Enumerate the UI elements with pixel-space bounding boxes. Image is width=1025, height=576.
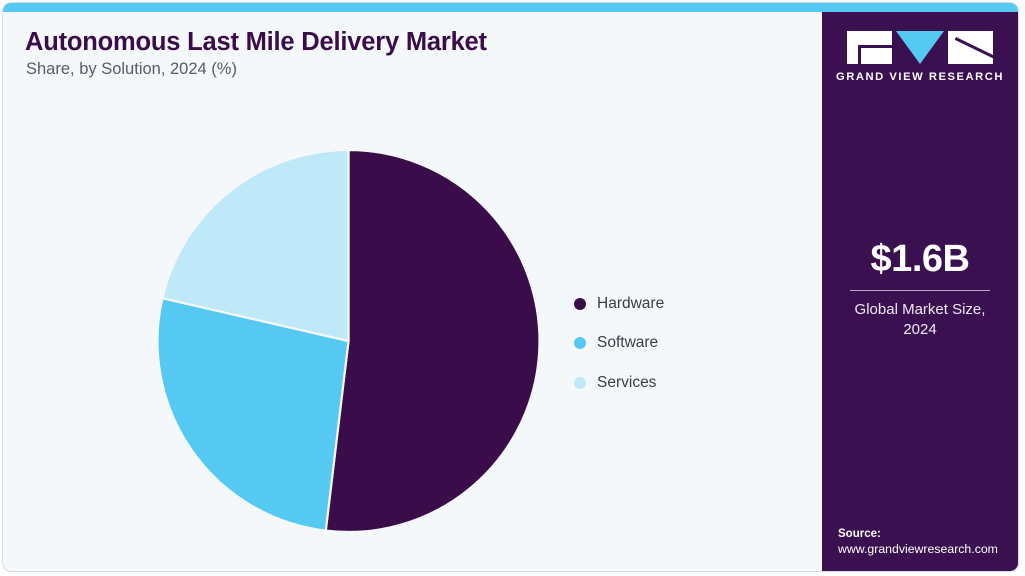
legend-swatch-services [574,376,586,389]
brand-logo: GRAND VIEW RESEARCH [822,31,1018,83]
source-label: Source: [838,528,881,540]
legend-swatch-hardware [574,297,586,310]
legend-label-software: Software [597,334,659,352]
pie-slice-software[interactable] [156,296,350,532]
pie-slice-hardware[interactable] [324,148,541,534]
legend-swatch-software [574,337,586,350]
source-url[interactable]: www.grandviewresearch.com [838,542,998,556]
pie-chart-svg [156,148,541,534]
source-block: Source: www.grandviewresearch.com [838,528,1018,556]
chart-left-pane: Autonomous Last Mile Delivery Market Sha… [3,12,823,571]
stat-caption: Global Market Size, 2024 [854,301,986,339]
pie-slice-group [156,148,541,534]
pie-chart [3,12,823,571]
legend-item-software[interactable]: Software [574,324,794,364]
legend-label-hardware: Hardware [597,294,665,312]
page-title: Autonomous Last Mile Delivery Market [25,28,487,56]
top-accent-bar [3,3,1018,12]
stat-divider [850,290,990,291]
logo-marks [822,31,1018,64]
letter-v-triangle-icon [896,31,944,64]
chart-legend: Hardware Software Services [574,284,794,403]
chart-subtitle: Share, by Solution, 2024 (%) [26,60,237,78]
legend-item-hardware[interactable]: Hardware [574,284,794,324]
legend-item-services[interactable]: Services [574,363,794,403]
legend-label-services: Services [597,373,657,391]
letter-r-icon [948,31,993,64]
brand-side-panel: GRAND VIEW RESEARCH $1.6B Global Market … [822,12,1018,571]
letter-g-icon [847,31,892,64]
market-size-stat: $1.6B Global Market Size, 2024 [822,240,1018,341]
pie-slice-services[interactable] [161,148,350,343]
stat-value: $1.6B [870,238,970,280]
brand-wordmark: GRAND VIEW RESEARCH [835,71,1005,83]
